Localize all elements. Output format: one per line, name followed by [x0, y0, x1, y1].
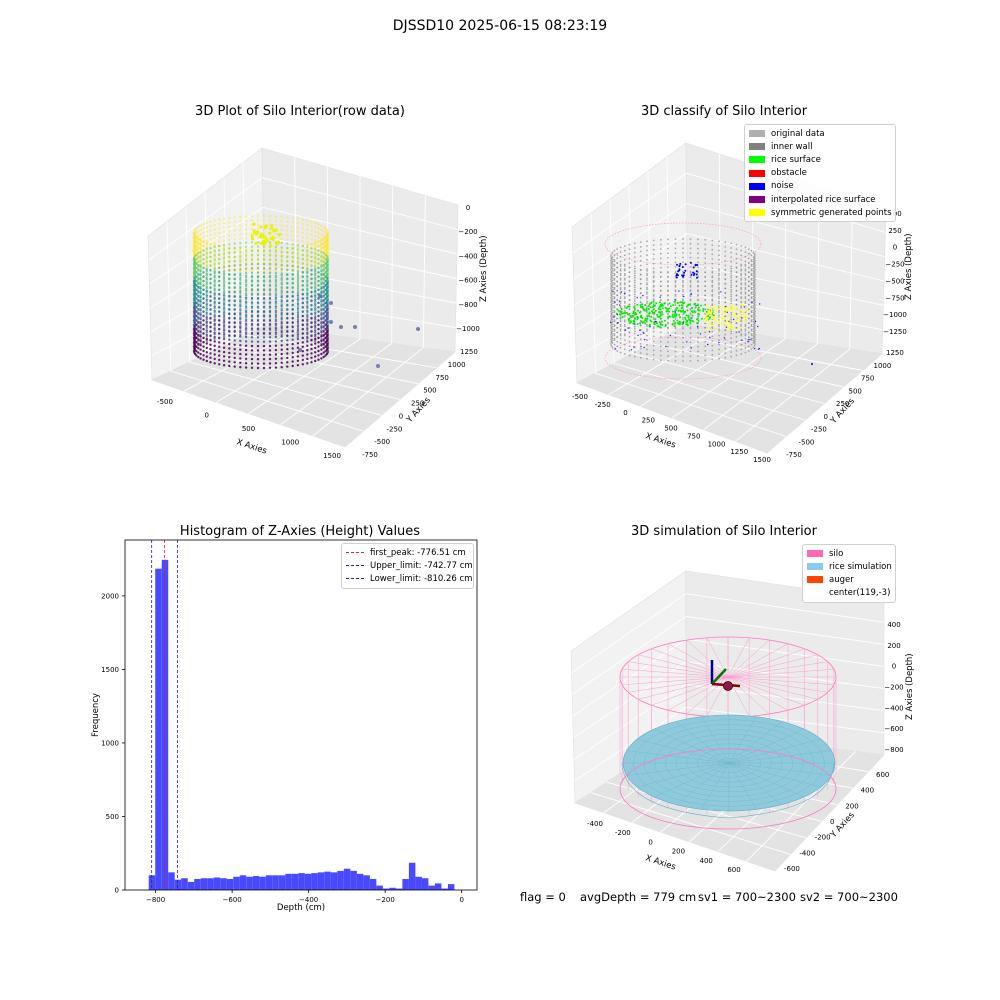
panel4-x-tick-label: 600 [727, 866, 740, 874]
panel4-x-tick-label: 200 [672, 848, 685, 856]
panel4-legend-item: silo [807, 547, 891, 560]
panel4-legend: silo rice simulation auger center(119,-3) [802, 544, 896, 603]
panel4-z-tick-label: −600 [884, 725, 903, 733]
panel4-legend-swatch [807, 563, 823, 570]
panel4-x-tick-label: 0 [648, 838, 652, 846]
panel4-y-tick-label: 600 [876, 771, 889, 779]
status-sv1: sv1 = 700~2300 [698, 890, 796, 904]
panel4-x-tick-label: 400 [700, 857, 713, 865]
panel4-y-tick-label: -400 [799, 849, 815, 857]
panel4-xlabel: X Axies [644, 853, 677, 872]
panel4-y-tick-label: 400 [861, 787, 874, 795]
panel4-zlabel: Z Axies (Depth) [905, 653, 915, 720]
panel4-z-tick-label: −800 [884, 746, 903, 754]
panel4-y-tick-label: -200 [815, 834, 831, 842]
panel4-z-tick-label: 200 [887, 642, 900, 650]
status-avg-depth: avgDepth = 779 cm [580, 890, 696, 904]
panel4-legend-swatch [807, 590, 823, 597]
panel4-z-tick-label: 400 [887, 621, 900, 629]
panel4-y-tick-label: -600 [784, 865, 800, 873]
panel4-legend-item: center(119,-3) [807, 587, 891, 600]
panel4-legend-label: center(119,-3) [829, 588, 890, 598]
status-sv2: sv2 = 700~2300 [800, 890, 898, 904]
panel4-z-tick-label: −400 [884, 704, 903, 712]
panel4-auger [724, 682, 733, 691]
panel4-y-tick-label: 0 [830, 818, 834, 826]
panel4-legend-label: silo [829, 549, 843, 559]
panel4-x-tick-label: -200 [615, 829, 631, 837]
panel4-y-tick-label: 200 [845, 802, 858, 810]
panel4-z-tick-label: −200 [884, 684, 903, 692]
panel4-z-tick-label: 0 [892, 663, 896, 671]
panel4-legend-label: rice simulation [829, 562, 892, 572]
panel4-legend-item: rice simulation [807, 560, 891, 573]
status-flag: flag = 0 [520, 890, 566, 904]
panel4-legend-swatch [807, 550, 823, 557]
panel4-legend-item: auger [807, 573, 891, 586]
panel4-legend-label: auger [829, 575, 854, 585]
panel4-x-tick-label: -400 [587, 820, 603, 828]
panel4-legend-swatch [807, 576, 823, 583]
